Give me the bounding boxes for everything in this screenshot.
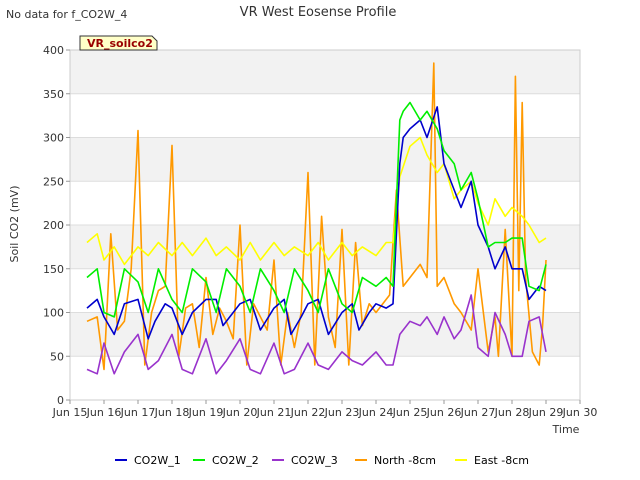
y-tick-label: 100 [43, 307, 64, 320]
x-tick-label: Jun 26 [426, 406, 462, 419]
x-tick-label: Jun 23 [324, 406, 360, 419]
y-tick-label: 0 [57, 394, 64, 407]
series-line-co2w-3 [86, 294, 547, 375]
series-layer [86, 62, 547, 375]
y-tick-label: 250 [43, 175, 64, 188]
x-axis-label: Time [552, 423, 580, 436]
plot-band [70, 50, 580, 94]
series-line-co2w-1 [86, 106, 547, 340]
chart-title: VR West Eosense Profile [240, 5, 397, 20]
x-tick-label: Jun 30 [562, 406, 598, 419]
plot-bands [70, 50, 580, 357]
x-tick-label: Jun 18 [154, 406, 190, 419]
legend-label: CO2W_2 [212, 454, 259, 467]
badge: VR_soilco2 [79, 35, 158, 51]
x-tick-label: Jun 27 [460, 406, 496, 419]
x-tick-label: Jun 28 [494, 406, 530, 419]
x-tick-label: Jun 19 [188, 406, 224, 419]
legend-label: East -8cm [474, 454, 529, 467]
plot-band [70, 137, 580, 182]
legend-label: North -8cm [374, 454, 436, 467]
y-tick-label: 200 [43, 219, 64, 232]
badge-label: VR_soilco2 [87, 37, 153, 50]
x-tick-label: Jun 16 [86, 406, 122, 419]
legend-label: CO2W_1 [134, 454, 181, 467]
y-tick-label: 350 [43, 88, 64, 101]
series-line-co2w-2 [86, 101, 547, 318]
x-tick-label: Jun 29 [528, 406, 564, 419]
legend: CO2W_1 CO2W_2 CO2W_3 North -8cm East -8cm [115, 454, 529, 467]
y-tick-label: 300 [43, 132, 64, 145]
y-tick-label: 50 [50, 350, 64, 363]
x-tick-label: Jun 21 [256, 406, 292, 419]
series-line-east-8cm [86, 136, 547, 266]
y-tick-label: 150 [43, 263, 64, 276]
y-axis-label: Soil CO2 (mV) [8, 186, 21, 263]
x-tick-label: Jun 17 [120, 406, 156, 419]
legend-label: CO2W_3 [291, 454, 338, 467]
x-tick-label: Jun 20 [222, 406, 258, 419]
x-tick-label: Jun 24 [358, 406, 394, 419]
y-tick-label: 400 [43, 44, 64, 57]
x-tick-label: Jun 22 [290, 406, 326, 419]
top-note: No data for f_CO2W_4 [6, 8, 127, 21]
x-tick-label: Jun 15 [52, 406, 88, 419]
x-tick-label: Jun 25 [392, 406, 428, 419]
